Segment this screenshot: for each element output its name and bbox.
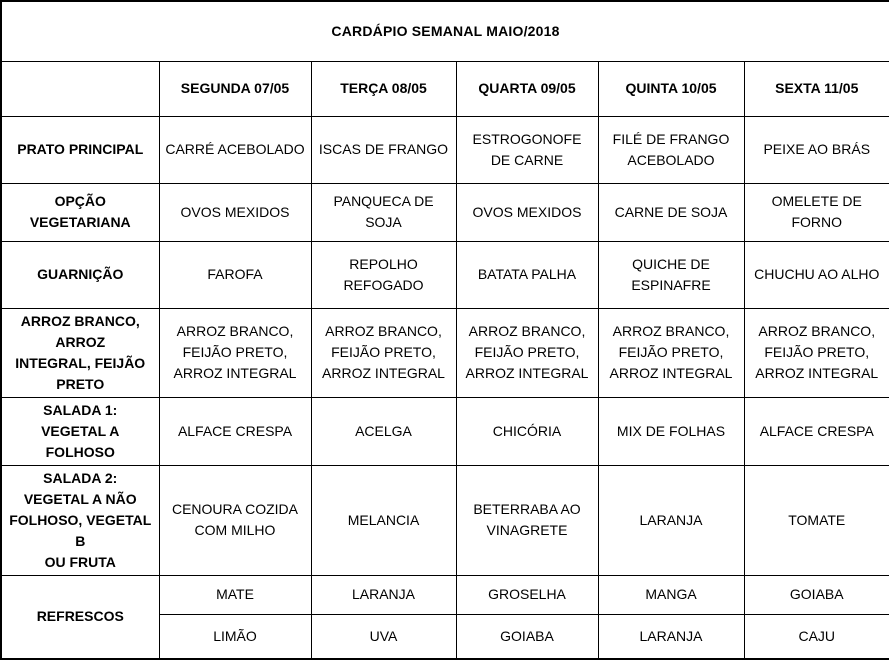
day-header-row: SEGUNDA 07/05 TERÇA 08/05 QUARTA 09/05 Q… [0,60,889,117]
menu-cell: ARROZ BRANCO, FEIJÃO PRETO, ARROZ INTEGR… [158,307,312,398]
row-prato-principal: PRATO PRINCIPAL CARRÉ ACEBOLADO ISCAS DE… [0,115,889,184]
menu-cell: OVOS MEXIDOS [455,182,599,242]
day-header-wednesday: QUARTA 09/05 [455,60,599,117]
menu-cell: PANQUECA DE SOJA [310,182,457,242]
menu-cell: LARANJA [597,613,745,660]
menu-cell: MANGA [597,574,745,615]
menu-cell: PEIXE AO BRÁS [743,115,889,184]
day-header-tuesday: TERÇA 08/05 [310,60,457,117]
menu-cell: ISCAS DE FRANGO [310,115,457,184]
menu-cell: FILÉ DE FRANGO ACEBOLADO [597,115,745,184]
day-header-friday: SEXTA 11/05 [743,60,889,117]
menu-cell: ARROZ BRANCO, FEIJÃO PRETO, ARROZ INTEGR… [597,307,745,398]
menu-cell: OVOS MEXIDOS [158,182,312,242]
menu-cell: QUICHE DE ESPINAFRE [597,240,745,309]
day-header-monday: SEGUNDA 07/05 [158,60,312,117]
menu-cell: ESTROGONOFE DE CARNE [455,115,599,184]
row-salada-1: SALADA 1: VEGETAL A FOLHOSO ALFACE CRESP… [0,396,889,466]
menu-cell: GOIABA [743,574,889,615]
title-row: CARDÁPIO SEMANAL MAIO/2018 [0,0,889,62]
menu-cell: LIMÃO [158,613,312,660]
menu-cell: ACELGA [310,396,457,466]
row-label: GUARNIÇÃO [0,240,160,309]
menu-cell: ARROZ BRANCO, FEIJÃO PRETO, ARROZ INTEGR… [455,307,599,398]
corner-cell [0,60,160,117]
menu-cell: ALFACE CRESPA [158,396,312,466]
menu-cell: OMELETE DE FORNO [743,182,889,242]
menu-cell: CARNE DE SOJA [597,182,745,242]
row-guarnicao: GUARNIÇÃO FAROFA REPOLHO REFOGADO BATATA… [0,240,889,309]
menu-cell: MELANCIA [310,464,457,576]
menu-cell: CENOURA COZIDA COM MILHO [158,464,312,576]
menu-cell: GOIABA [455,613,599,660]
row-label: ARROZ BRANCO, ARROZ INTEGRAL, FEIJÃO PRE… [0,307,160,398]
menu-cell: BETERRABA AO VINAGRETE [455,464,599,576]
page-title: CARDÁPIO SEMANAL MAIO/2018 [0,0,889,62]
row-arroz-feijao: ARROZ BRANCO, ARROZ INTEGRAL, FEIJÃO PRE… [0,307,889,398]
menu-cell: CHUCHU AO ALHO [743,240,889,309]
row-label: OPÇÃO VEGETARIANA [0,182,160,242]
menu-cell: TOMATE [743,464,889,576]
row-label: SALADA 1: VEGETAL A FOLHOSO [0,396,160,466]
menu-cell: CHICÓRIA [455,396,599,466]
menu-cell: REPOLHO REFOGADO [310,240,457,309]
menu-cell: FAROFA [158,240,312,309]
row-label: REFRESCOS [0,574,160,660]
menu-cell: ARROZ BRANCO, FEIJÃO PRETO, ARROZ INTEGR… [743,307,889,398]
menu-cell: LARANJA [310,574,457,615]
row-label: SALADA 2: VEGETAL A NÃO FOLHOSO, VEGETAL… [0,464,160,576]
row-refrescos-1: REFRESCOS MATE LARANJA GROSELHA MANGA GO… [0,574,889,660]
menu-cell: ARROZ BRANCO, FEIJÃO PRETO, ARROZ INTEGR… [310,307,457,398]
menu-cell: CAJU [743,613,889,660]
row-label: PRATO PRINCIPAL [0,115,160,184]
menu-cell: LARANJA [597,464,745,576]
row-salada-2: SALADA 2: VEGETAL A NÃO FOLHOSO, VEGETAL… [0,464,889,576]
menu-cell: CARRÉ ACEBOLADO [158,115,312,184]
menu-cell: MATE [158,574,312,615]
menu-cell: UVA [310,613,457,660]
menu-cell: GROSELHA [455,574,599,615]
day-header-thursday: QUINTA 10/05 [597,60,745,117]
menu-cell: MIX DE FOLHAS [597,396,745,466]
row-opcao-vegetariana: OPÇÃO VEGETARIANA OVOS MEXIDOS PANQUECA … [0,182,889,242]
menu-cell: ALFACE CRESPA [743,396,889,466]
menu-cell: BATATA PALHA [455,240,599,309]
